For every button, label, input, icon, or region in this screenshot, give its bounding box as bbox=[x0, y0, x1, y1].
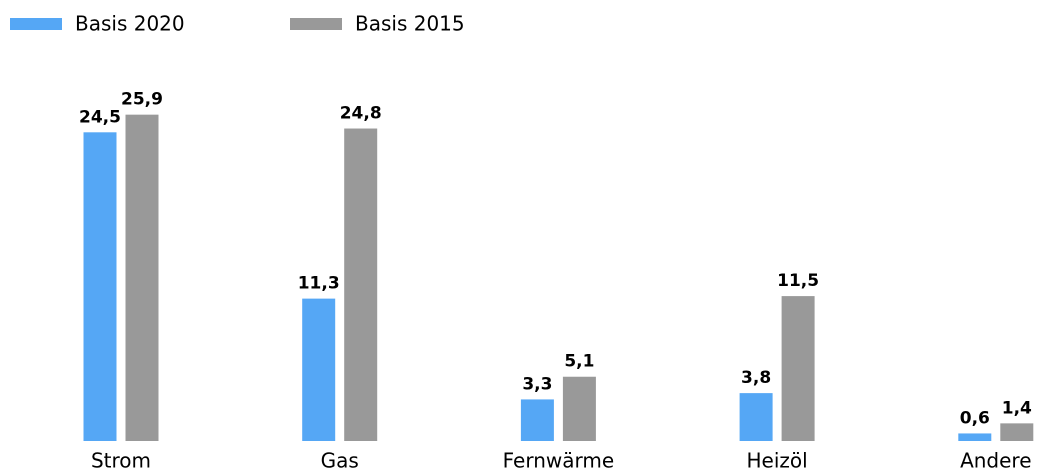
value-label: 25,9 bbox=[121, 90, 163, 110]
value-label: 3,3 bbox=[522, 374, 552, 394]
bar bbox=[562, 376, 596, 441]
legend-swatch bbox=[10, 18, 62, 30]
bar bbox=[958, 433, 992, 441]
x-tick-label: Andere bbox=[960, 449, 1031, 470]
bar bbox=[125, 114, 159, 441]
x-tick-label: Gas bbox=[321, 449, 359, 470]
value-label: 11,5 bbox=[777, 271, 819, 291]
legend-swatch bbox=[290, 18, 342, 30]
bar bbox=[83, 132, 117, 442]
legend-label: Basis 2020 bbox=[75, 12, 185, 36]
bar bbox=[781, 296, 815, 441]
bar bbox=[739, 393, 773, 441]
value-label: 5,1 bbox=[564, 352, 594, 372]
bar bbox=[344, 128, 378, 441]
value-label: 0,6 bbox=[960, 408, 990, 428]
x-tick-label: Heizöl bbox=[746, 449, 807, 470]
x-tick-label: Strom bbox=[91, 449, 151, 470]
value-label: 11,3 bbox=[298, 274, 340, 294]
bar bbox=[520, 399, 554, 441]
legend-label: Basis 2015 bbox=[355, 12, 465, 36]
bar bbox=[1000, 423, 1034, 441]
value-label: 24,8 bbox=[340, 104, 382, 124]
value-label: 1,4 bbox=[1002, 398, 1032, 418]
bar bbox=[302, 298, 336, 441]
x-tick-label: Fernwärme bbox=[503, 449, 615, 470]
value-label: 3,8 bbox=[741, 368, 771, 388]
value-label: 24,5 bbox=[79, 107, 121, 127]
